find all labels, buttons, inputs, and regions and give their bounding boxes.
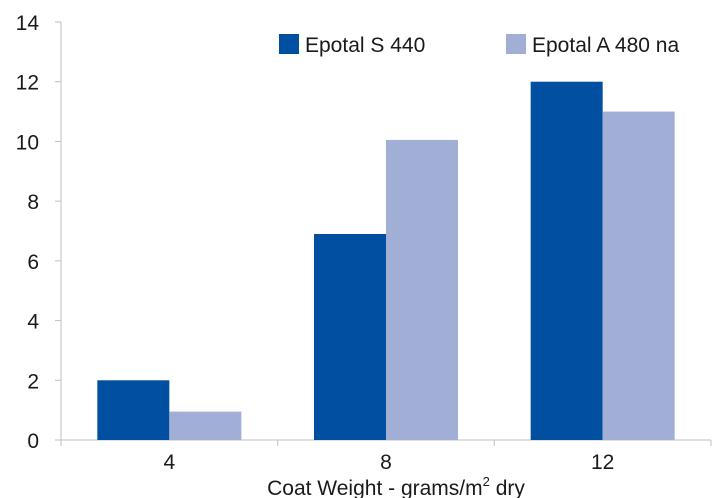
bars: [97, 81, 675, 441]
bar-epotal-s-440-8: [314, 233, 386, 440]
legend-swatch-epotal-s-440: [279, 34, 299, 54]
legend-label-epotal-a-480-na: Epotal A 480 na: [532, 34, 679, 57]
legend-label-epotal-s-440: Epotal S 440: [305, 34, 425, 57]
y-tick-label: 12: [16, 72, 39, 95]
bar-epotal-s-440-12: [530, 81, 603, 440]
y-tick-labels: 0 2 4 6 8 10 12 14: [16, 12, 40, 453]
x-tick-labels: 4 8 12: [163, 451, 614, 474]
x-tick-label: 8: [380, 451, 392, 474]
y-tick-label: 8: [27, 191, 39, 214]
y-tick-label: 10: [16, 131, 39, 154]
y-tick-label: 2: [27, 370, 39, 393]
legend-swatch-epotal-a-480-na: [506, 34, 526, 54]
bar-epotal-a-480-na-12: [602, 111, 675, 441]
legend: Epotal S 440 Epotal A 480 na: [279, 34, 679, 57]
y-tick-label: 6: [27, 251, 39, 274]
x-ticks: [60, 440, 712, 446]
y-tick-label: 14: [16, 12, 40, 35]
y-tick-label: 4: [27, 311, 39, 334]
y-tick-label: 0: [27, 430, 39, 453]
x-tick-label: 4: [163, 451, 175, 474]
bar-epotal-a-480-na-8: [386, 139, 458, 440]
bar-epotal-s-440-4: [97, 380, 170, 440]
bar-epotal-a-480-na-4: [169, 411, 242, 440]
plot-area: 0 2 4 6 8 10 12 14 4 8 12: [16, 12, 712, 474]
x-tick-label: 12: [591, 451, 614, 474]
x-axis-title: Coat Weight - grams/m2 dry: [267, 474, 525, 498]
y-ticks: [55, 21, 61, 441]
